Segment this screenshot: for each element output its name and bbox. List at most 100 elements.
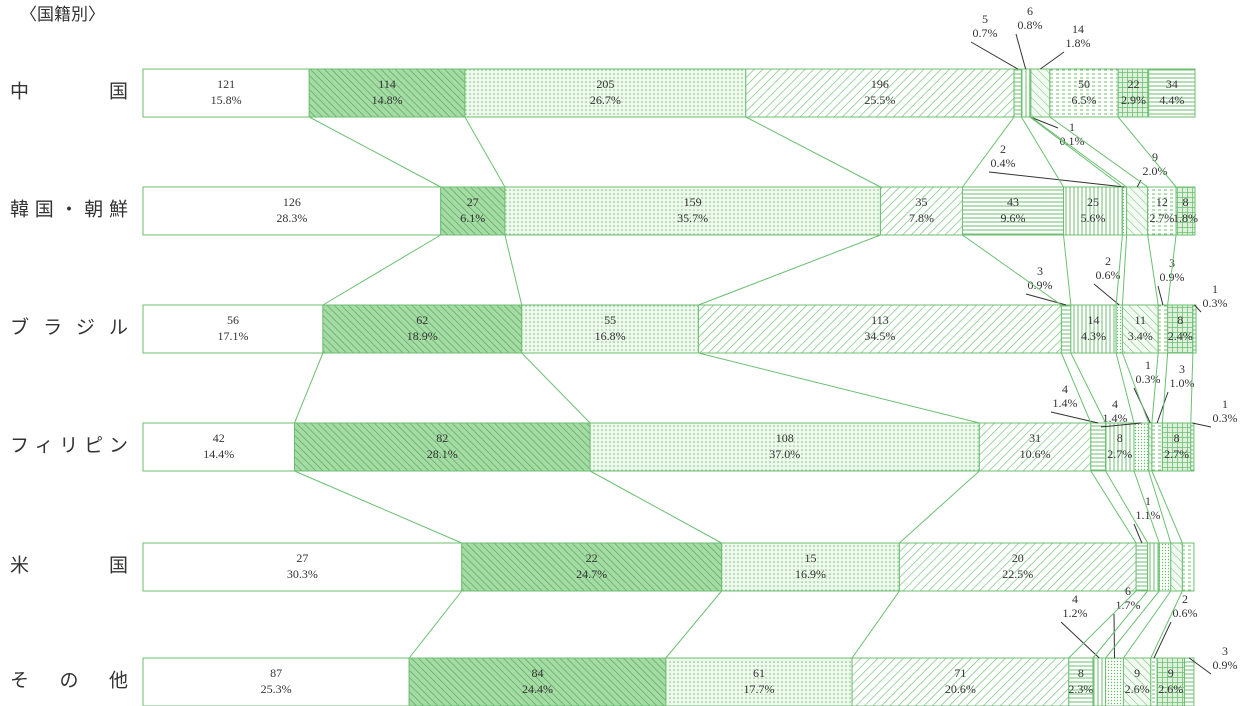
data-label: 25.3% [261, 682, 292, 696]
data-label: 14 [1072, 22, 1084, 36]
data-label: 6.1% [460, 211, 485, 225]
connector [899, 470, 980, 544]
data-label: 24.7% [576, 567, 607, 581]
leader-line [1133, 523, 1143, 544]
bar-segment [721, 542, 900, 592]
data-label: 17.7% [743, 682, 774, 696]
data-label: 10.6% [1020, 447, 1051, 461]
bar-segment [1181, 542, 1195, 592]
chart-title: 〈国籍別〉 [20, 5, 105, 24]
data-label: 3 [1222, 644, 1228, 658]
data-label: 8 [1078, 666, 1084, 680]
leader-line [970, 41, 1018, 70]
connector [1090, 470, 1137, 544]
data-label: 1.7% [1116, 598, 1141, 612]
connector [1105, 590, 1160, 659]
data-label: 24.4% [522, 682, 553, 696]
leader-line [988, 171, 1125, 188]
bar-segment [1090, 422, 1107, 472]
data-label: 2 [1000, 142, 1006, 156]
data-label: 0.6% [1173, 606, 1198, 620]
data-label: 16.8% [595, 329, 626, 343]
connector [294, 352, 324, 424]
data-label: 18.9% [407, 329, 438, 343]
bar-segment [1030, 68, 1051, 118]
data-label: 121 [217, 77, 235, 91]
connector [1029, 116, 1123, 188]
connector [1147, 234, 1159, 306]
data-label: 11 [1135, 313, 1147, 327]
data-label: 0.9% [1213, 658, 1238, 672]
data-label: 6.5% [1072, 93, 1097, 107]
leader-line [1060, 621, 1100, 659]
connector [308, 116, 441, 188]
data-label: 2.4% [1168, 329, 1193, 343]
data-label: 2 [1182, 592, 1188, 606]
data-label: 8 [1177, 313, 1183, 327]
bar-segment [1147, 186, 1177, 236]
data-label: 5 [982, 12, 988, 26]
data-label: 61 [753, 666, 765, 680]
bar-segment [408, 657, 667, 706]
data-label: 9 [1168, 666, 1174, 680]
connector [962, 116, 1015, 188]
data-label: 1 [1145, 494, 1151, 508]
bar-segment [1060, 304, 1072, 354]
data-label: 15.8% [211, 93, 242, 107]
data-label: 6 [1027, 4, 1033, 18]
connector [851, 590, 900, 659]
data-label: 50 [1078, 77, 1090, 91]
data-label: 1.0% [1170, 376, 1195, 390]
data-label: 1.4% [1103, 411, 1128, 425]
data-label: 14 [1087, 313, 1099, 327]
bar-segment [1121, 186, 1128, 236]
data-label: 62 [416, 313, 428, 327]
connector [1030, 116, 1127, 188]
connector [1121, 352, 1150, 424]
bar-segment [142, 422, 295, 472]
data-label: 20 [1012, 551, 1024, 565]
bar-segment [1151, 422, 1163, 472]
bar-segment [461, 542, 723, 592]
data-label: 2.9% [1121, 93, 1146, 107]
data-label: 15 [804, 551, 816, 565]
leader-line [1050, 411, 1099, 424]
data-label: 0.4% [991, 156, 1016, 170]
data-label: 14.4% [203, 447, 234, 461]
data-label: 196 [871, 77, 889, 91]
data-label: 0.6% [1096, 268, 1121, 282]
data-label: 4.4% [1159, 93, 1184, 107]
connector [1068, 590, 1137, 659]
data-label: 28.1% [427, 447, 458, 461]
data-label: 22 [586, 551, 598, 565]
data-label: 1.2% [1063, 606, 1088, 620]
row-label: その他 [10, 669, 128, 691]
connector [1151, 352, 1159, 424]
data-label: 3 [1179, 362, 1185, 376]
bar-segment [521, 304, 699, 354]
data-label: 1 [1069, 120, 1075, 134]
bar-segment [1121, 304, 1159, 354]
data-label: 9.6% [1001, 211, 1026, 225]
data-label: 4.3% [1081, 329, 1106, 343]
data-label: 30.3% [287, 567, 318, 581]
data-label: 0.9% [1028, 278, 1053, 292]
bar-segment [1158, 542, 1172, 592]
data-label: 2.6% [1125, 682, 1150, 696]
data-label: 2.6% [1158, 682, 1183, 696]
data-label: 42 [213, 431, 225, 445]
data-label: 1 [1212, 282, 1218, 296]
bar-segment [1126, 186, 1149, 236]
data-label: 37.0% [769, 447, 800, 461]
row-label: 中国 [10, 80, 128, 102]
leader-line [1188, 657, 1212, 675]
connector [504, 234, 523, 306]
connector [745, 116, 881, 188]
connector [1151, 470, 1183, 544]
connector [1070, 352, 1107, 424]
bar-segment [1105, 422, 1135, 472]
bar-segment [308, 68, 466, 118]
data-label: 3.4% [1128, 329, 1153, 343]
data-label: 25.5% [864, 93, 895, 107]
